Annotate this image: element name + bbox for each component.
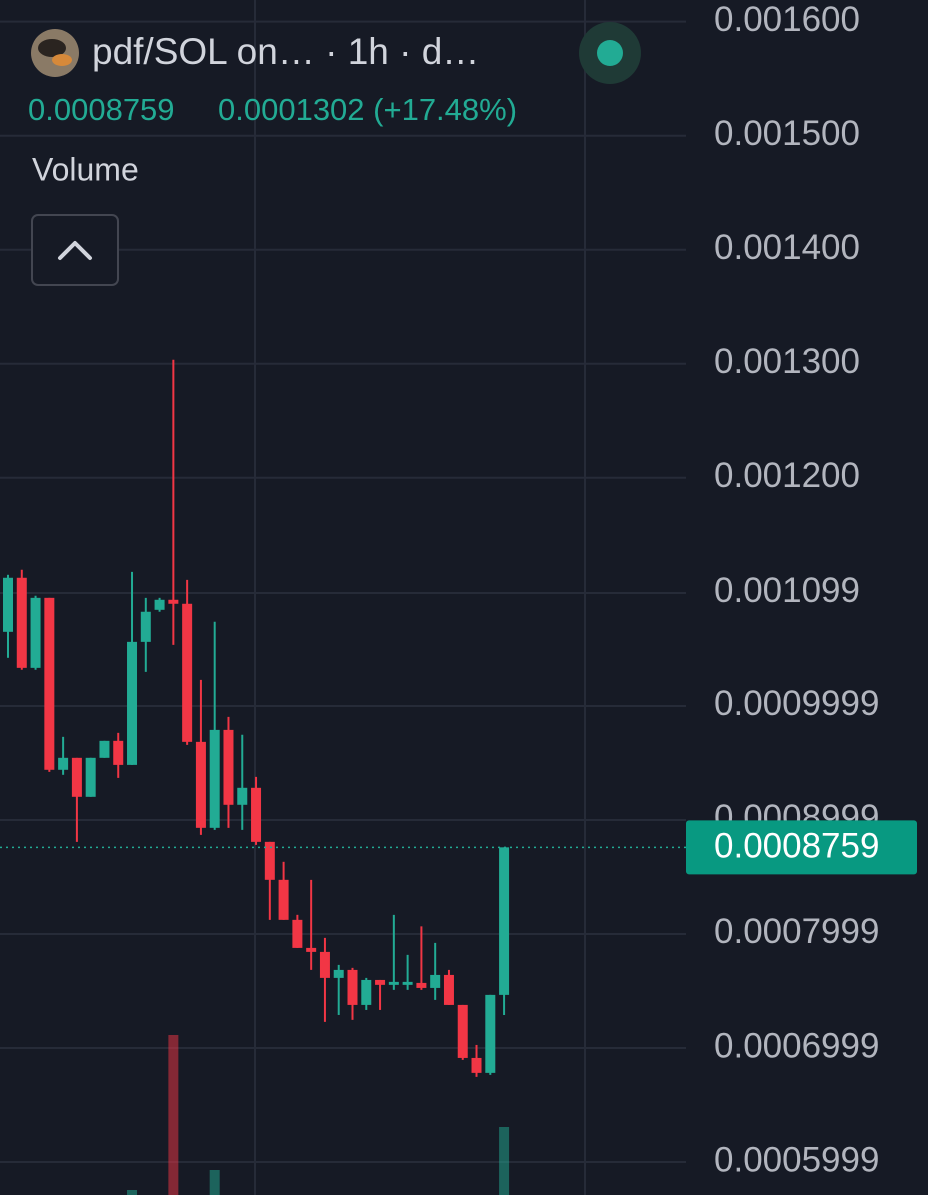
- candle-body: [375, 979, 386, 985]
- volume-bar: [209, 1170, 220, 1195]
- last-price-tag-label: 0.0008759: [714, 827, 879, 866]
- status-indicator: [597, 40, 623, 66]
- candle-body: [333, 969, 344, 978]
- volume-bars: [127, 1035, 510, 1195]
- candle-body: [58, 757, 69, 770]
- candle-body: [416, 982, 427, 988]
- y-tick-label: 0.0006999: [714, 1026, 879, 1065]
- candle-body: [361, 979, 372, 1005]
- y-tick-label: 0.0009999: [714, 684, 879, 723]
- candle-body: [195, 741, 206, 828]
- candle-body: [154, 599, 165, 610]
- candles: [0, 359, 686, 1077]
- candle-body: [71, 757, 82, 797]
- candle-body: [99, 740, 110, 758]
- token-avatar-art: [52, 54, 72, 66]
- chevron-up-icon: [58, 241, 92, 260]
- candle-body: [402, 981, 413, 985]
- last-price-tag: [686, 820, 917, 875]
- candle-body: [113, 740, 124, 765]
- candle-body: [16, 577, 27, 668]
- candle-body: [264, 841, 275, 880]
- candle-body: [443, 974, 454, 1005]
- candle-body: [485, 994, 496, 1073]
- candle-body: [471, 1057, 482, 1073]
- volume-bar: [127, 1190, 138, 1195]
- candle-body: [319, 951, 330, 978]
- candle-body: [457, 1004, 468, 1058]
- chart-title: pdf/SOL on… · 1h · d…: [92, 31, 479, 72]
- token-avatar-art: [38, 39, 66, 57]
- candle-body: [127, 641, 138, 765]
- candle-body: [306, 947, 317, 952]
- candle-body: [251, 787, 262, 842]
- price-change: 0.0001302 (+17.48%): [218, 92, 517, 127]
- y-tick-label: 0.001500: [714, 114, 860, 153]
- header: pdf/SOL on… · 1h · d… 0.0008759 0.000130…: [28, 22, 641, 286]
- volume-legend: Volume: [32, 151, 139, 187]
- candle-body: [3, 577, 13, 632]
- candle-body: [430, 974, 441, 988]
- candle-body: [347, 969, 358, 1005]
- grid: [0, 20, 686, 1164]
- candle-body: [30, 597, 41, 668]
- y-tick-label: 0.001400: [714, 228, 860, 267]
- candle-body: [278, 879, 289, 920]
- candle-body: [209, 729, 220, 828]
- y-tick-label: 0.0005999: [714, 1140, 879, 1179]
- volume-bar: [499, 1127, 510, 1195]
- candle-body: [499, 847, 510, 995]
- y-tick-label: 0.0007999: [714, 912, 879, 951]
- y-tick-label: 0.001200: [714, 456, 860, 495]
- collapse-button[interactable]: [31, 214, 119, 286]
- last-price: 0.0008759: [28, 92, 175, 127]
- y-tick-label: 0.001600: [714, 0, 860, 39]
- candle-body: [85, 757, 96, 797]
- candle-body: [140, 611, 151, 642]
- candle-body: [292, 919, 303, 948]
- candle-body: [223, 729, 234, 805]
- candle-body: [388, 981, 399, 985]
- candle-body: [44, 597, 55, 770]
- candle-body: [182, 603, 193, 742]
- candle-body: [168, 599, 179, 604]
- candle-body: [237, 787, 248, 805]
- y-tick-label: 0.001300: [714, 342, 860, 381]
- y-tick-label: 0.001099: [714, 571, 860, 610]
- price-axis: 0.001600 0.001500 0.001400 0.001300 0.001200…: [686, 0, 917, 1179]
- volume-bar: [168, 1035, 179, 1195]
